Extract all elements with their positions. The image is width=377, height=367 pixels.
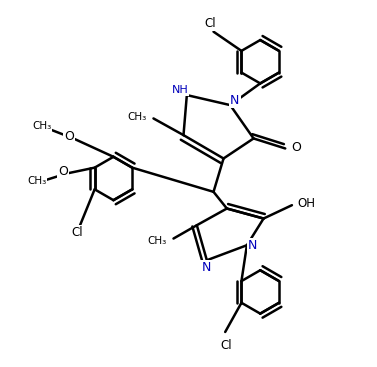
Text: O: O: [58, 165, 67, 178]
Text: N: N: [248, 239, 257, 252]
Text: CH₃: CH₃: [148, 236, 167, 246]
Text: Cl: Cl: [220, 339, 232, 352]
Text: OH: OH: [297, 197, 315, 210]
Text: CH₃: CH₃: [27, 176, 46, 186]
Text: O: O: [64, 130, 74, 143]
Text: N: N: [230, 94, 239, 107]
Text: CH₃: CH₃: [128, 112, 147, 122]
Text: NH: NH: [172, 85, 188, 95]
Text: O: O: [291, 141, 301, 154]
Text: N: N: [201, 261, 211, 274]
Text: Cl: Cl: [71, 226, 83, 239]
Text: Cl: Cl: [204, 17, 216, 30]
Text: CH₃: CH₃: [32, 121, 51, 131]
